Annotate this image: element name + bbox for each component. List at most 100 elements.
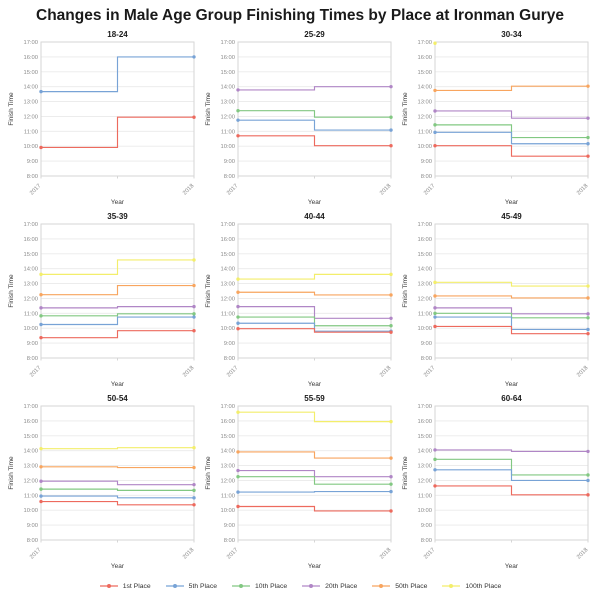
data-point	[585, 135, 590, 140]
data-point	[235, 475, 240, 479]
data-point	[38, 89, 43, 94]
subplot-title: 55-59	[304, 394, 325, 403]
subplot-25-29: 8:00 9:00 10:00 11:00 12:00 13:00 14:00 15:00 16…	[205, 30, 393, 206]
y-tick-label: 14:00	[220, 85, 235, 91]
y-tick-label: 17:00	[220, 404, 235, 410]
data-point	[191, 312, 196, 316]
y-tick-label: 15:00	[417, 252, 432, 258]
y-tick-label: 15:00	[23, 252, 38, 258]
y-tick-label: 14:00	[23, 449, 38, 455]
data-point	[432, 311, 437, 316]
y-axis-label: Finish Time	[402, 274, 409, 308]
data-point	[388, 419, 393, 424]
plot-panel	[237, 224, 391, 358]
y-tick-label: 10:00	[23, 326, 38, 332]
data-point	[585, 296, 590, 300]
legend-item-10th-place: 10th Place	[231, 582, 287, 590]
charts-grid: 8:00 9:00 10:00 11:00 12:00 13:00 14:00 15:00 16…	[5, 28, 596, 574]
series-line-50th Place	[434, 85, 588, 91]
series-line-20th Place	[434, 110, 588, 119]
series-line-20th Place	[237, 306, 391, 319]
data-point	[235, 88, 240, 92]
x-tick-label: 2017	[226, 365, 239, 378]
series-line-50th Place	[40, 466, 194, 469]
x-axis-label: Year	[504, 381, 518, 388]
x-tick-label: 2017	[423, 365, 436, 378]
data-point	[585, 449, 590, 454]
y-tick-label: 8:00	[420, 174, 431, 180]
subplot-40-44: 8:00 9:00 10:00 11:00 12:00 13:00 14:00 15:00 16…	[205, 212, 393, 388]
y-tick-label: 17:00	[417, 40, 432, 46]
legend-label: 100th Place	[465, 582, 502, 590]
data-point	[38, 335, 43, 340]
series-line-20th Place	[40, 480, 194, 486]
subplot-title: 25-29	[304, 30, 325, 39]
y-tick-label: 16:00	[220, 55, 235, 61]
y-tick-label: 8:00	[223, 538, 234, 544]
y-tick-label: 13:00	[417, 464, 432, 470]
legend-key-icon	[165, 584, 184, 588]
y-tick-label: 16:00	[220, 237, 235, 243]
data-point	[432, 41, 437, 45]
data-point	[432, 448, 437, 452]
y-tick-label: 17:00	[220, 40, 235, 46]
subplot-18-24: 8:00 9:00 10:00 11:00 12:00 13:00 14:00 15:00 16…	[8, 30, 196, 206]
plot-panel	[40, 406, 194, 540]
data-point	[388, 272, 393, 277]
x-tick-label: 2018	[576, 365, 589, 378]
x-tick-label: 2017	[423, 183, 436, 196]
series-line-20th Place	[434, 449, 588, 452]
data-point	[388, 324, 393, 328]
y-tick-label: 13:00	[23, 464, 38, 470]
subplot-title: 45-49	[501, 212, 522, 221]
data-point	[38, 314, 43, 318]
data-point	[585, 316, 590, 320]
legend-key-icon	[99, 584, 118, 588]
y-tick-label: 14:00	[220, 267, 235, 273]
series-line-10th Place	[434, 124, 588, 139]
data-point	[191, 496, 196, 500]
x-axis-label: Year	[504, 563, 518, 570]
data-point	[432, 144, 437, 148]
y-tick-label: 8:00	[26, 174, 37, 180]
data-point	[235, 304, 240, 309]
legend-item-5th-place: 5th Place	[165, 582, 217, 590]
y-axis-label: Finish Time	[402, 92, 409, 126]
y-tick-label: 14:00	[417, 449, 432, 455]
subplot-50-54: 8:00 9:00 10:00 11:00 12:00 13:00 14:00 15:00 16…	[8, 394, 196, 570]
data-point	[432, 315, 437, 319]
data-point	[432, 294, 437, 298]
y-tick-label: 12:00	[417, 296, 432, 302]
data-point	[235, 450, 240, 454]
data-point	[38, 306, 43, 310]
y-axis-label: Finish Time	[8, 92, 15, 126]
series-line-20th Place	[237, 86, 391, 91]
y-tick-label: 15:00	[23, 70, 38, 76]
subplot-title: 18-24	[107, 30, 128, 39]
x-tick-label: 2018	[379, 547, 392, 560]
y-tick-label: 12:00	[220, 478, 235, 484]
series-line-100th Place	[434, 281, 588, 287]
y-tick-label: 17:00	[23, 222, 38, 228]
y-tick-label: 12:00	[417, 114, 432, 120]
y-axis-label: Finish Time	[402, 456, 409, 490]
legend-key-icon	[372, 584, 391, 588]
data-point	[235, 290, 240, 294]
data-point	[191, 503, 196, 507]
y-tick-label: 10:00	[220, 326, 235, 332]
series-line-10th Place	[434, 312, 588, 319]
series-line-5th Place	[40, 495, 194, 499]
y-tick-label: 11:00	[220, 129, 234, 135]
y-tick-label: 11:00	[23, 129, 37, 135]
y-tick-label: 14:00	[417, 267, 432, 273]
legend-item-100th-place: 100th Place	[441, 582, 501, 590]
data-point	[38, 487, 43, 491]
data-point	[432, 324, 437, 329]
y-tick-label: 17:00	[417, 222, 432, 228]
y-tick-label: 13:00	[220, 464, 235, 470]
data-point	[432, 484, 437, 488]
data-point	[191, 488, 196, 493]
series-line-1st Place	[237, 328, 391, 333]
y-tick-label: 15:00	[417, 70, 432, 76]
y-tick-label: 14:00	[417, 85, 432, 91]
